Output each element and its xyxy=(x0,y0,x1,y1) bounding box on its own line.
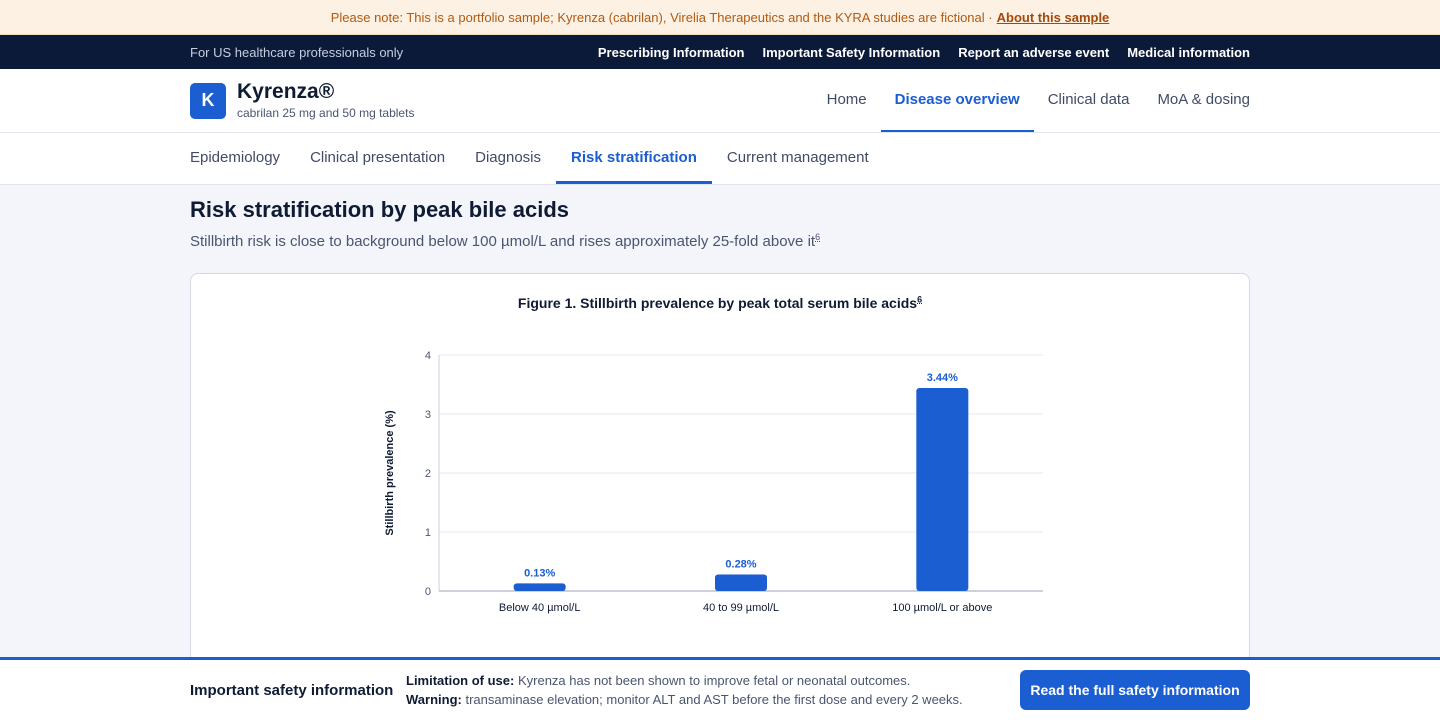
important-safety-information-link[interactable]: Important Safety Information xyxy=(762,44,941,60)
isi-limitation-text: Kyrenza has not been shown to improve fe… xyxy=(517,673,911,688)
bar-data-label: 0.28% xyxy=(725,558,756,570)
figure-card: Figure 1. Stillbirth prevalence by peak … xyxy=(190,273,1250,673)
utility-bar: For US healthcare professionals only Pre… xyxy=(0,35,1440,69)
audience-statement: For US healthcare professionals only xyxy=(190,44,404,60)
lead-reference-link[interactable]: 6 xyxy=(815,232,821,242)
sample-notice-text: Please note: This is a portfolio sample;… xyxy=(330,9,993,25)
y-axis-label: Stillbirth prevalence (%) xyxy=(384,410,396,536)
nav-home[interactable]: Home xyxy=(826,91,867,108)
tab-clinical-presentation[interactable]: Clinical presentation xyxy=(310,148,446,166)
prescribing-information-link[interactable]: Prescribing Information xyxy=(597,44,745,60)
safety-information-bar: Important safety information Limitation … xyxy=(0,657,1440,720)
y-tick-label: 0 xyxy=(425,586,431,598)
bar-3 xyxy=(916,388,969,591)
x-tick-label: 40 to 99 µmol/L xyxy=(703,602,779,614)
x-tick-label: Below 40 µmol/L xyxy=(499,602,581,614)
isi-limitation: Limitation of use: Kyrenza has not been … xyxy=(406,671,1020,690)
x-tick-label: 100 µmol/L or above xyxy=(892,602,992,614)
page-title: Risk stratification by peak bile acids xyxy=(190,197,570,222)
lead-paragraph: Stillbirth risk is close to background b… xyxy=(190,229,830,255)
brand-home-link[interactable]: K Kyrenza® cabrilan 25 mg and 50 mg tabl… xyxy=(190,69,414,132)
brand-logo-icon: K xyxy=(190,82,226,119)
figure-reference-link[interactable]: 6 xyxy=(917,294,923,305)
brand-text: Kyrenza® cabrilan 25 mg and 50 mg tablet… xyxy=(237,79,415,121)
y-tick-label: 3 xyxy=(425,409,431,421)
isi-text: Limitation of use: Kyrenza has not been … xyxy=(406,671,1020,709)
bar-data-label: 3.44% xyxy=(927,372,958,384)
tab-current-management[interactable]: Current management xyxy=(726,148,869,166)
brand-name: Kyrenza® xyxy=(237,79,335,103)
main-content: Risk stratification by peak bile acids S… xyxy=(0,185,1440,673)
bar-1 xyxy=(513,583,566,591)
isi-limitation-label: Limitation of use: xyxy=(406,673,515,688)
sample-notice-banner: Please note: This is a portfolio sample;… xyxy=(0,0,1440,35)
y-tick-label: 4 xyxy=(425,350,431,362)
main-navigation: Home Disease overview Clinical data MoA … xyxy=(813,69,1250,132)
y-tick-label: 1 xyxy=(425,527,431,539)
tab-diagnosis[interactable]: Diagnosis xyxy=(475,148,542,166)
read-full-safety-button[interactable]: Read the full safety information xyxy=(1020,670,1250,710)
figure-title: Figure 1. Stillbirth prevalence by peak … xyxy=(191,295,1249,311)
figure-title-text: Figure 1. Stillbirth prevalence by peak … xyxy=(517,295,918,311)
nav-moa-dosing[interactable]: MoA & dosing xyxy=(1157,91,1250,108)
bar-data-label: 0.13% xyxy=(524,567,555,579)
y-tick-label: 2 xyxy=(425,468,431,480)
utility-links: Prescribing Information Important Safety… xyxy=(598,45,1250,60)
brand-subtitle: cabrilan 25 mg and 50 mg tablets xyxy=(237,106,415,121)
about-sample-link[interactable]: About this sample xyxy=(996,9,1110,25)
isi-title: Important safety information xyxy=(190,681,394,699)
isi-warning-label: Warning: xyxy=(406,692,462,707)
section-tabs: Epidemiology Clinical presentation Diagn… xyxy=(0,133,1440,185)
nav-clinical-data[interactable]: Clinical data xyxy=(1047,91,1130,108)
isi-warning-text: transaminase elevation; monitor ALT and … xyxy=(465,692,963,707)
bar-chart: 0 1 2 3 4 Stillbirth prevalence (%) 0.13% Below… xyxy=(384,350,1043,614)
medical-information-link[interactable]: Medical information xyxy=(1127,44,1250,60)
tab-epidemiology[interactable]: Epidemiology xyxy=(190,148,281,166)
lead-text: Stillbirth risk is close to background b… xyxy=(190,233,816,250)
bar-2 xyxy=(715,574,767,591)
nav-disease-overview[interactable]: Disease overview xyxy=(880,69,1034,132)
site-header: K Kyrenza® cabrilan 25 mg and 50 mg tabl… xyxy=(0,69,1440,133)
tab-risk-stratification[interactable]: Risk stratification xyxy=(556,133,712,184)
isi-warning: Warning: transaminase elevation; monitor… xyxy=(406,690,1020,709)
report-adverse-event-link[interactable]: Report an adverse event xyxy=(958,44,1110,60)
